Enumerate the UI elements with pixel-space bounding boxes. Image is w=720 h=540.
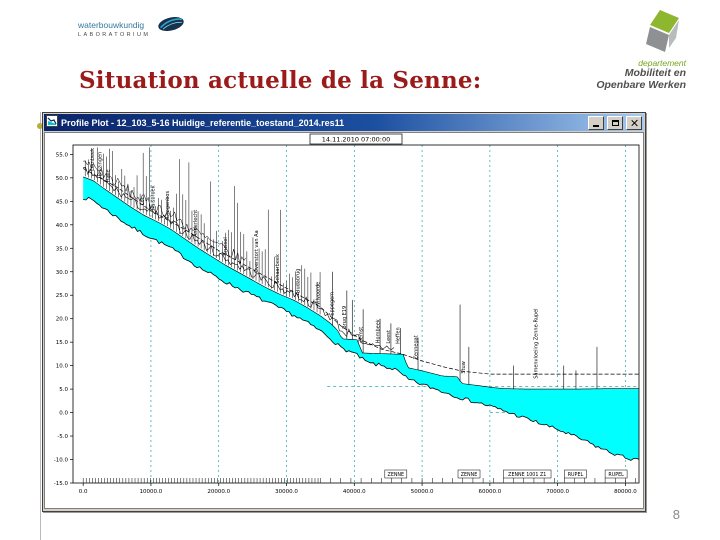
svg-text:Zemst: Zemst: [358, 327, 364, 343]
svg-text:50000.0: 50000.0: [411, 489, 434, 495]
svg-text:Hombeek: Hombeek: [375, 319, 381, 343]
svg-text:Brug E19: Brug E19: [342, 306, 348, 329]
window-titlebar[interactable]: Profile Plot - 12_103_5-16 Huidige_refer…: [44, 114, 644, 131]
waterbouwkundig-logo: waterbouwkundig LABORATORIUM: [78, 12, 187, 41]
svg-text:Samenvloeiing Zenne-Rupel: Samenvloeiing Zenne-Rupel: [533, 308, 539, 378]
reach-boxes: ZENNE ZENNE ZENNE 1001 Z1 RUPEL RUPEL: [384, 469, 628, 479]
page-title: Situation actuelle de la Senne:: [79, 67, 482, 95]
plot-border: [72, 144, 640, 484]
svg-text:0.0: 0.0: [59, 411, 68, 417]
svg-text:30.0: 30.0: [56, 270, 69, 276]
accent-dot: [37, 123, 43, 129]
svg-text:0.0: 0.0: [79, 489, 88, 495]
svg-text:Anderlecht: Anderlecht: [193, 210, 199, 237]
profile-plot-window: Profile Plot - 12_103_5-16 Huidige_refer…: [42, 112, 646, 512]
left-accent-rule: [40, 112, 41, 540]
svg-text:Budabrug: Budabrug: [295, 269, 301, 293]
svg-text:Schaarbeek: Schaarbeek: [275, 254, 281, 284]
svg-text:80000.0: 80000.0: [614, 489, 637, 495]
svg-text:ZENNE: ZENNE: [461, 472, 478, 478]
svg-text:RUPEL: RUPEL: [608, 472, 624, 478]
svg-text:ZENNE: ZENNE: [388, 472, 405, 478]
dike-line: [82, 168, 639, 375]
close-button[interactable]: [626, 115, 642, 130]
svg-text:10.0: 10.0: [56, 364, 69, 370]
logo-left-line1: waterbouwkundig: [78, 20, 145, 30]
svg-text:14.11.2010 07:00:00: 14.11.2010 07:00:00: [322, 136, 390, 144]
svg-text:Lot: Lot: [140, 197, 146, 205]
mow-openbare-label: Openbare Werken: [596, 78, 686, 91]
window-icon: [46, 114, 58, 132]
datetime-box: 14.11.2010 07:00:00: [309, 133, 403, 145]
svg-text:30000.0: 30000.0: [275, 489, 298, 495]
maximize-button[interactable]: [607, 115, 623, 130]
svg-text:20000.0: 20000.0: [207, 489, 230, 495]
window-title: Profile Plot - 12_103_5-16 Huidige_refer…: [61, 117, 345, 128]
svg-text:Ruisbroek: Ruisbroek: [150, 185, 156, 210]
mow-departement-label: departement: [638, 58, 686, 68]
svg-text:Halle: Halle: [106, 169, 112, 182]
svg-text:15.0: 15.0: [56, 340, 69, 346]
svg-text:-10.0: -10.0: [54, 458, 69, 464]
svg-text:50.0: 50.0: [56, 176, 69, 182]
y-axis: 55.0 50.0 45.0 40.0 35.0 30.0 25.0 20.0 15.0 10.0…: [54, 152, 73, 487]
minimize-icon: [593, 125, 599, 127]
river-profile-chart: 0.0 10000.0 20000.0 30000.0 40000.0 50000.0 60…: [54, 133, 640, 495]
svg-text:70000.0: 70000.0: [546, 489, 569, 495]
svg-text:Buizingen: Buizingen: [97, 152, 103, 177]
close-icon: [630, 119, 638, 127]
svg-text:Heffen: Heffen: [396, 327, 402, 344]
svg-text:RUPEL: RUPEL: [568, 472, 584, 478]
svg-text:Stuw: Stuw: [461, 361, 467, 373]
bottom-ticks: [82, 478, 636, 483]
svg-text:35.0: 35.0: [56, 246, 69, 252]
mow-logo: departement Mobiliteit en Openbare Werke…: [596, 8, 686, 91]
waterbouwkundig-swoosh-icon: [155, 12, 187, 41]
svg-text:55.0: 55.0: [56, 152, 69, 158]
svg-text:Zennegat: Zennegat: [413, 335, 419, 359]
svg-text:60000.0: 60000.0: [478, 489, 501, 495]
cross-section-spikes: [84, 147, 598, 390]
water-area: [83, 176, 640, 461]
svg-text:Vilvoorde: Vilvoorde: [316, 282, 322, 305]
svg-text:Brussel: Brussel: [223, 237, 229, 255]
svg-text:25.0: 25.0: [56, 293, 69, 299]
svg-text:-5.0: -5.0: [57, 434, 68, 440]
mow-mobiliteit-label: Mobiliteit en: [624, 67, 686, 79]
station-labels: Lembeek Buizingen Halle Lot Ruisbroek Drogenb…: [90, 148, 539, 379]
svg-text:40000.0: 40000.0: [343, 489, 366, 495]
minimize-button[interactable]: [588, 115, 604, 130]
svg-text:40.0: 40.0: [56, 223, 69, 229]
logo-left-line2: LABORATORIUM: [78, 32, 151, 38]
svg-text:Drogenbos: Drogenbos: [165, 191, 171, 219]
svg-text:45.0: 45.0: [56, 199, 69, 205]
maximize-icon: [611, 119, 619, 126]
chart-area: 0.0 10000.0 20000.0 30000.0 40000.0 50000.0 60…: [44, 132, 644, 509]
page-number: 8: [672, 507, 680, 522]
svg-text:Overstort van Aa: Overstort van Aa: [254, 230, 260, 273]
x-axis: 0.0 10000.0 20000.0 30000.0 40000.0 50000.0 60…: [79, 483, 637, 495]
svg-text:ZENNE 1001 Z1: ZENNE 1001 Z1: [508, 472, 546, 478]
svg-text:-15.0: -15.0: [54, 481, 69, 487]
svg-text:Lembeek: Lembeek: [90, 148, 96, 171]
svg-text:Eppegem: Eppegem: [329, 292, 335, 316]
svg-text:Leest: Leest: [386, 330, 392, 343]
svg-text:20.0: 20.0: [56, 317, 69, 323]
svg-text:5.0: 5.0: [59, 387, 68, 393]
mow-logo-icon: [646, 10, 679, 52]
svg-text:10000.0: 10000.0: [140, 489, 163, 495]
